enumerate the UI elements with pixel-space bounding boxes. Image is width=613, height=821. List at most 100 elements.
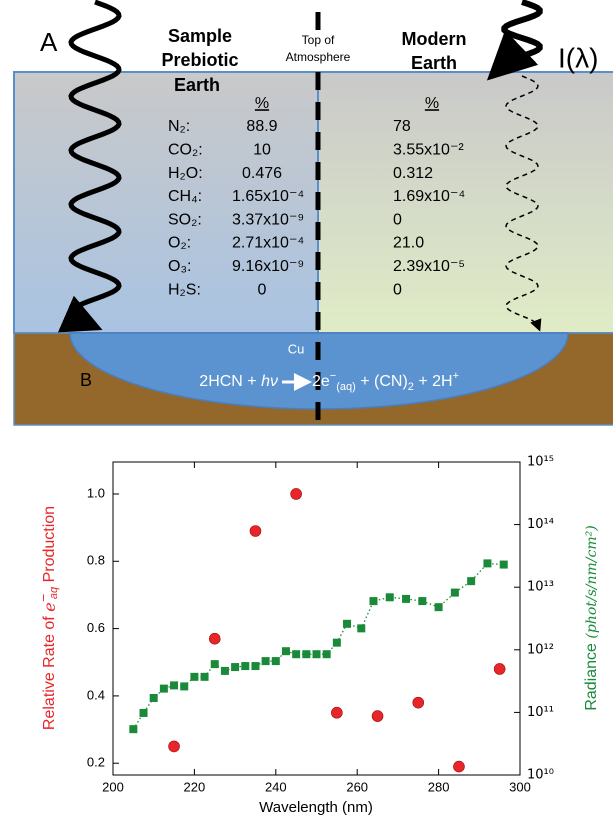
x-tick-label: 300 (509, 779, 531, 794)
data-square (200, 672, 209, 681)
data-square (302, 650, 311, 659)
gas-percent: 1.65x10⁻⁴ (232, 188, 304, 205)
gas-name: O₃: (168, 258, 191, 275)
data-square (271, 657, 280, 666)
y-tick-label: 0.2 (87, 755, 105, 770)
gas-name: H₂S: (168, 281, 201, 298)
data-point (331, 706, 343, 719)
x-tick-label: 280 (428, 779, 450, 794)
reaction-text: − (330, 370, 336, 382)
data-point (493, 663, 506, 675)
y2-tick-label: 10¹⁴ (527, 517, 554, 532)
title-line: Sample (168, 26, 232, 46)
data-point (412, 696, 425, 709)
gas-percent: 9.16x10⁻⁹ (232, 258, 304, 275)
gas-percent: 78 (393, 118, 411, 135)
data-square (499, 560, 508, 569)
gas-name: O₂: (168, 235, 191, 252)
series-line (132, 562, 504, 730)
pond (69, 332, 569, 410)
axis-title-text: Production (41, 506, 58, 587)
reaction-text: 2 (408, 381, 414, 393)
gas-percent: 0 (393, 281, 402, 298)
data-square (159, 684, 168, 693)
gas-name: CH₄: (168, 188, 202, 205)
data-square (220, 666, 229, 675)
y-tick-label: 1.0 (87, 485, 105, 500)
gas-percent: 2.71x10⁻⁴ (232, 235, 304, 252)
intensity-label: I(λ) (558, 42, 598, 73)
atmosphere-modern (317, 71, 613, 334)
axis-title-text: aq (48, 586, 60, 599)
gas-percent: 3.55x10⁻² (393, 142, 464, 159)
y-axis-title: Relative Rate of e−aq Production (37, 506, 60, 730)
data-square (210, 660, 219, 669)
data-square (231, 663, 240, 672)
data-square (251, 662, 260, 671)
data-square (483, 559, 492, 568)
reaction-lhs: 2HCN + hν (199, 373, 278, 390)
y2-tick-label: 10¹⁵ (527, 455, 554, 470)
panel-label: A (40, 27, 58, 57)
reaction-text: hν (261, 373, 278, 390)
gas-percent: 0.312 (393, 165, 433, 182)
data-point (249, 525, 262, 537)
title-line: Modern (402, 29, 467, 49)
data-square (332, 638, 341, 647)
boundary-label: Atmosphere (286, 50, 351, 64)
data-square (241, 662, 250, 671)
boundary-label-bg (272, 30, 364, 68)
data-square (139, 708, 148, 717)
reaction-text: + (453, 370, 459, 382)
data-square (190, 672, 199, 681)
gas-percent: 1.69x10⁻⁴ (393, 188, 465, 205)
gas-percent: 88.9 (246, 118, 277, 135)
reaction-text: 2e (312, 373, 330, 390)
data-square (180, 682, 189, 691)
x-tick-label: 220 (184, 779, 206, 794)
data-square (312, 650, 321, 659)
title-line: Earth (174, 75, 220, 95)
axis-title-text: Relative Rate of (41, 612, 58, 730)
data-square (129, 725, 138, 734)
data-square (292, 650, 301, 659)
title-line: Earth (411, 53, 457, 73)
panel-a: A Sample Prebiotic Earth Top of Atmosphe… (13, 0, 613, 426)
y-tick-label: 0.6 (87, 620, 105, 635)
x-tick-label: 260 (346, 779, 368, 794)
data-point (168, 740, 180, 753)
uv-wave-incoming (486, 0, 543, 81)
gas-name: CO₂: (168, 142, 203, 159)
reaction-text: 2HCN + (199, 373, 261, 390)
table-header: % (255, 95, 269, 112)
data-point (453, 760, 465, 773)
data-point (208, 632, 221, 645)
data-square (467, 577, 476, 586)
x-tick-label: 240 (265, 779, 287, 794)
reaction-text: + 2H (414, 373, 453, 390)
uv-wave-modern (505, 75, 542, 332)
table-header: % (425, 95, 439, 112)
gas-percent: 2.39x10⁻⁵ (393, 258, 465, 275)
y2-tick-label: 10¹⁰ (527, 768, 554, 783)
y2-axis-title: Radiance (phot/s/nm/cm²) (583, 525, 600, 710)
catalyst: Cu (288, 341, 305, 356)
data-square (170, 681, 179, 690)
axis-title-text: e (40, 602, 59, 611)
gas-percent: 10 (253, 142, 271, 159)
data-square (261, 657, 270, 666)
panel-b: B Wavelength (nm) Relative Rate of e−aq … (37, 370, 600, 816)
gas-percent: 3.37x10⁻⁹ (232, 211, 304, 228)
axis-title-text: (phot/s/nm/cm²) (584, 525, 600, 638)
gas-name: SO₂: (168, 211, 202, 228)
data-square (402, 594, 411, 603)
gas-table: N₂: 88.9 78 CO₂: 10 3.55x10⁻² H₂O: 0.476 0.312 CH… (168, 118, 465, 298)
y-tick-label: 0.8 (87, 553, 105, 568)
axis-title-text: − (37, 593, 50, 602)
atmosphere-prebiotic (13, 71, 319, 334)
y2-tick-label: 10¹² (527, 642, 554, 657)
plot-frame (112, 461, 521, 776)
reaction-text: + (CN) (356, 373, 408, 390)
